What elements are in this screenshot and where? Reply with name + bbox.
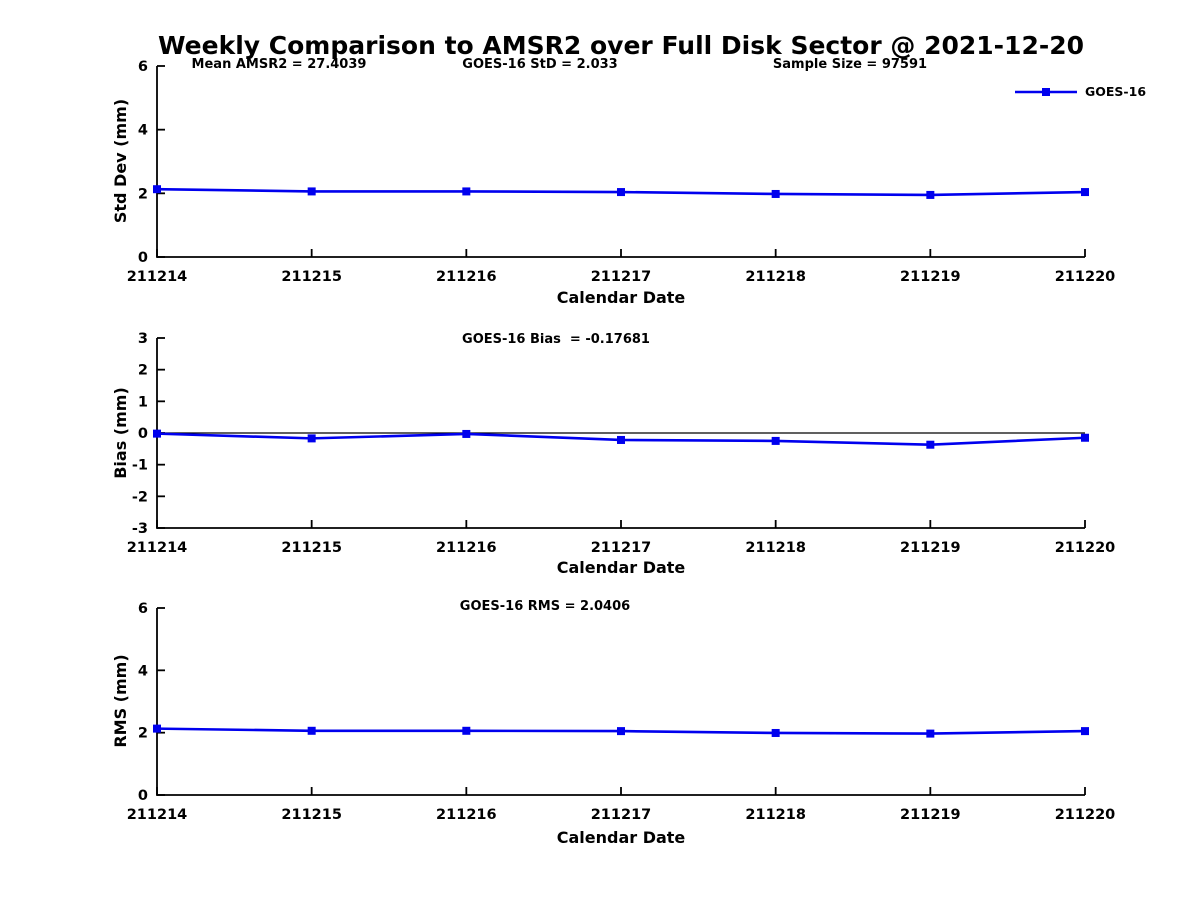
y-tick-label: -2 xyxy=(132,489,148,505)
x-tick-label: 211215 xyxy=(281,540,342,556)
legend-line-marker-icon xyxy=(1015,88,1077,96)
data-point-marker xyxy=(771,189,780,198)
y-tick-labels: 3 2 1 0 -1 -2 -3 xyxy=(132,331,148,537)
x-tick-label: 211219 xyxy=(900,540,961,556)
stddev-x-axis-label: Calendar Date xyxy=(556,288,686,307)
x-tick-labels: 211214 211215 211216 211217 211218 211219 2112… xyxy=(127,807,1116,823)
GOES-16-markers xyxy=(153,185,1089,199)
data-point-marker xyxy=(307,187,316,196)
x-tick-label: 211219 xyxy=(900,807,961,823)
data-point-marker xyxy=(1081,188,1089,197)
axes-spines xyxy=(156,66,1085,258)
legend-label: GOES-16 xyxy=(1085,84,1147,99)
x-ticks xyxy=(156,787,1086,795)
y-tick-label: 2 xyxy=(138,186,148,202)
x-tick-label: 211219 xyxy=(900,269,961,285)
y-tick-label: -3 xyxy=(132,521,148,537)
y-tick-label: 6 xyxy=(138,601,148,617)
data-point-marker xyxy=(617,435,625,444)
annotation-goes16-rms: GOES-16 RMS = 2.0406 xyxy=(459,599,631,614)
y-tick-label: 2 xyxy=(138,726,148,742)
x-tick-label: 211218 xyxy=(745,807,806,823)
data-point-marker xyxy=(926,729,935,738)
x-ticks xyxy=(156,249,1086,257)
annotation-sample-size: Sample Size = 97591 xyxy=(772,57,928,72)
data-point-marker xyxy=(617,188,625,197)
x-ticks xyxy=(156,520,1086,528)
x-tick-label: 211214 xyxy=(127,807,188,823)
data-point-marker xyxy=(1081,433,1089,442)
rms-x-axis-label: Calendar Date xyxy=(556,828,686,847)
y-tick-labels: 0 2 4 6 xyxy=(138,59,148,266)
y-tick-label: 0 xyxy=(138,426,148,442)
data-point-marker xyxy=(771,436,780,445)
x-tick-label: 211215 xyxy=(281,269,342,285)
x-tick-label: 211215 xyxy=(281,807,342,823)
x-tick-label: 211218 xyxy=(745,269,806,285)
legend: GOES-16 xyxy=(1015,84,1146,100)
data-point-marker xyxy=(307,726,316,735)
figure-title: Weekly Comparison to AMSR2 over Full Dis… xyxy=(157,31,1085,60)
x-tick-label: 211214 xyxy=(127,269,188,285)
x-tick-label: 211216 xyxy=(436,269,497,285)
y-tick-label: 0 xyxy=(138,250,148,266)
data-point-marker xyxy=(617,727,625,736)
x-tick-label: 211220 xyxy=(1055,540,1116,556)
y-ticks xyxy=(157,65,165,258)
data-point-marker xyxy=(153,724,161,733)
stddev-plot: 0 2 4 6 211214 211215 211216 211217 211218 211219… xyxy=(127,59,1116,285)
y-tick-label: -1 xyxy=(132,458,148,474)
y-tick-label: 4 xyxy=(138,123,148,139)
y-ticks xyxy=(157,607,165,796)
data-point-marker xyxy=(307,434,316,443)
data-point-marker xyxy=(153,185,161,194)
annotation-goes16-std: GOES-16 StD = 2.033 xyxy=(462,57,618,72)
y-tick-label: 0 xyxy=(138,788,148,804)
GOES-16-markers xyxy=(153,429,1089,449)
x-tick-label: 211218 xyxy=(745,540,806,556)
x-tick-label: 211216 xyxy=(436,807,497,823)
y-tick-label: 3 xyxy=(138,331,148,347)
data-point-marker xyxy=(153,429,161,438)
axes-spines xyxy=(156,608,1085,796)
annotation-mean-amsr2: Mean AMSR2 = 27.4039 xyxy=(191,57,367,72)
data-point-marker xyxy=(771,728,780,737)
y-tick-label: 4 xyxy=(138,663,148,679)
bias-x-axis-label: Calendar Date xyxy=(556,558,686,577)
x-tick-labels: 211214 211215 211216 211217 211218 211219 2112… xyxy=(127,540,1116,556)
rms-plot: 0 2 4 6 211214 211215 211216 211217 211218 211219… xyxy=(127,601,1116,823)
y-tick-label: 2 xyxy=(138,363,148,379)
data-point-marker xyxy=(462,429,471,438)
x-tick-label: 211217 xyxy=(591,807,652,823)
x-tick-label: 211217 xyxy=(591,540,652,556)
x-tick-label: 211217 xyxy=(591,269,652,285)
y-tick-label: 6 xyxy=(138,59,148,75)
legend-marker-icon xyxy=(1042,88,1050,96)
x-tick-labels: 211214 211215 211216 211217 211218 211219 2112… xyxy=(127,269,1116,285)
x-tick-label: 211220 xyxy=(1055,269,1116,285)
GOES-16-markers xyxy=(153,724,1089,738)
y-tick-label: 1 xyxy=(138,394,148,410)
data-point-marker xyxy=(1081,727,1089,736)
x-tick-label: 211216 xyxy=(436,540,497,556)
data-point-marker xyxy=(926,440,935,449)
data-point-marker xyxy=(926,190,935,199)
bias-plot: 3 2 1 0 -1 -2 -3 211214 211215 211216 211217 211218… xyxy=(127,331,1116,556)
x-tick-label: 211220 xyxy=(1055,807,1116,823)
y-tick-labels: 0 2 4 6 xyxy=(138,601,148,804)
data-point-marker xyxy=(462,726,471,735)
annotation-goes16-bias: GOES-16 Bias = -0.17681 xyxy=(462,332,650,347)
data-point-marker xyxy=(462,187,471,196)
x-tick-label: 211214 xyxy=(127,540,188,556)
